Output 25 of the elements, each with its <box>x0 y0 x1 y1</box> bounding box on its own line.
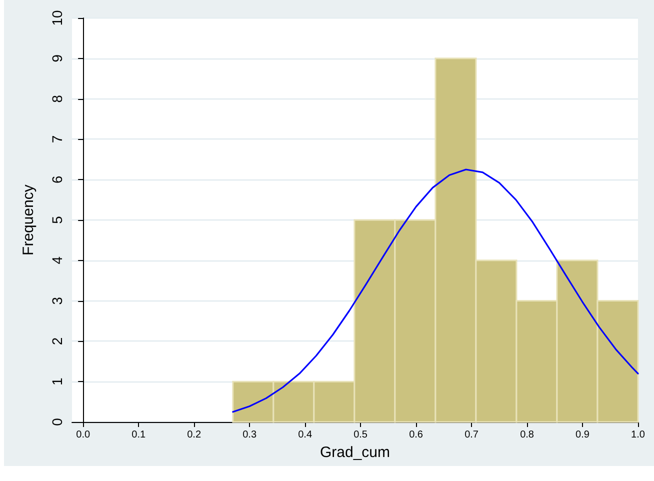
y-tick-label: 0 <box>49 418 65 426</box>
y-tick-label: 9 <box>49 54 65 62</box>
x-tick-label: 0.5 <box>354 430 368 440</box>
y-tick-label: 6 <box>49 176 65 184</box>
x-tick-label: 0.3 <box>242 430 257 440</box>
y-tick-label: 5 <box>49 216 65 224</box>
x-tick-label: 0.9 <box>576 430 590 440</box>
x-axis-title: Grad_cum <box>320 444 390 461</box>
x-tick-label: 1.0 <box>631 430 646 440</box>
y-tick-label: 2 <box>49 337 65 346</box>
x-tick-label: 0.1 <box>132 430 146 440</box>
x-tick-label: 0.6 <box>409 430 424 440</box>
y-tick-label: 3 <box>49 296 65 305</box>
y-tick-label: 10 <box>49 10 65 26</box>
x-tick-label: 0.8 <box>520 430 534 440</box>
x-tick-label: 0.7 <box>464 430 479 440</box>
x-tick-label: 0.4 <box>298 430 312 440</box>
x-tick-label: 0.0 <box>76 430 90 440</box>
y-tick-label: 7 <box>49 135 65 144</box>
line-series <box>232 168 639 413</box>
y-tick-label: 1 <box>49 378 65 386</box>
y-axis-title: Frequency <box>20 184 37 256</box>
x-tick-label: 0.2 <box>187 430 202 440</box>
y-tick-label: 4 <box>49 256 65 264</box>
y-tick-label: 8 <box>49 94 65 103</box>
